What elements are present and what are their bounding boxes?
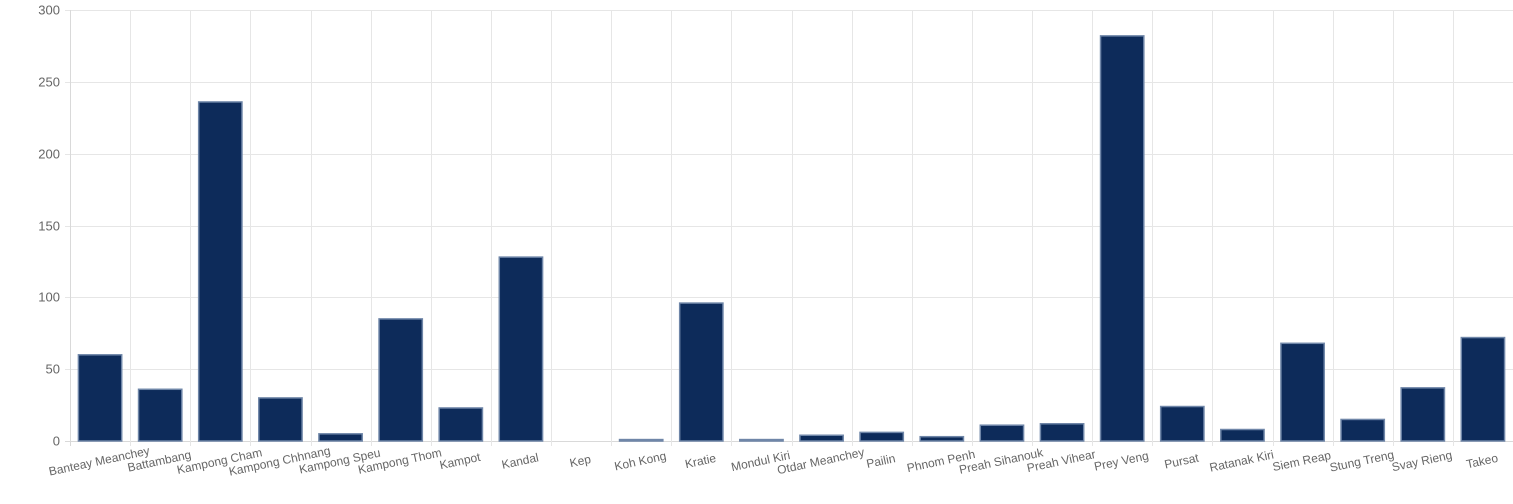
bar-ratanak-kiri[interactable] <box>1220 428 1265 442</box>
bar-banteay-meanchey[interactable] <box>77 354 123 442</box>
bar-preah-sihanouk[interactable] <box>979 424 1025 442</box>
bar-svay-rieng[interactable] <box>1400 387 1446 442</box>
x-tick-label: Stung Treng <box>1328 447 1395 474</box>
x-tick-label: Kratie <box>684 451 718 471</box>
bar-kampong-chhnang[interactable] <box>258 397 303 442</box>
bar-pursat[interactable] <box>1159 405 1205 442</box>
x-tick-label: Kampot <box>438 450 482 472</box>
x-tick-label: Pursat <box>1163 450 1200 471</box>
y-tick-label: 100 <box>38 290 60 305</box>
bar-takeo[interactable] <box>1460 336 1506 442</box>
x-tick-label: Prey Veng <box>1093 448 1150 473</box>
x-tick-label: Ratanak Kiri <box>1208 447 1275 474</box>
bar-kampong-thom[interactable] <box>378 318 424 442</box>
bar-kampot[interactable] <box>438 407 484 442</box>
bars <box>77 35 1506 442</box>
bar-otdar-meanchey[interactable] <box>799 434 844 442</box>
bar-siem-reap[interactable] <box>1280 342 1325 442</box>
y-tick-label: 200 <box>38 147 60 162</box>
bar-phnom-penh[interactable] <box>919 435 965 442</box>
x-tick-label: Takeo <box>1465 451 1500 471</box>
bar-stung-treng[interactable] <box>1340 418 1386 442</box>
bar-kampong-speu[interactable] <box>318 433 363 442</box>
y-tick-label: 50 <box>46 362 60 377</box>
x-tick-label: Kandal <box>500 450 539 471</box>
bar-mondul-kiri[interactable] <box>739 438 784 442</box>
bar-kratie[interactable] <box>678 302 724 442</box>
bar-koh-kong[interactable] <box>618 438 664 442</box>
bar-preah-vihear[interactable] <box>1039 423 1085 442</box>
y-tick-label: 250 <box>38 75 60 90</box>
x-tick-label: Svay Rieng <box>1391 448 1454 474</box>
x-tick-label: Pailin <box>865 451 897 471</box>
x-tick-label: Siem Reap <box>1271 448 1332 474</box>
y-tick-label: 0 <box>53 434 60 449</box>
y-tick-label: 150 <box>38 219 60 234</box>
grid <box>65 10 1513 446</box>
y-axis-ticks: 0 50 100 150 200 250 300 <box>38 3 60 449</box>
x-tick-label: Koh Kong <box>613 449 667 474</box>
bar-prey-veng[interactable] <box>1099 35 1145 442</box>
x-tick-label: Otdar Meanchey <box>776 445 866 477</box>
bar-kandal[interactable] <box>498 256 544 442</box>
bar-pailin[interactable] <box>859 431 905 442</box>
y-tick-label: 300 <box>38 3 60 18</box>
bar-battambang[interactable] <box>137 388 183 442</box>
bar-kampong-cham[interactable] <box>197 101 243 442</box>
x-tick-label: Kep <box>568 452 592 470</box>
